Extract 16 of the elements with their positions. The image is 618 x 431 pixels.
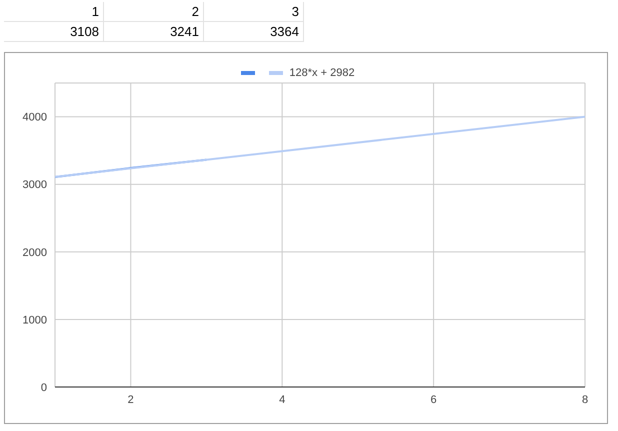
y-tick-label: 3000	[22, 179, 47, 192]
x-tick-label: 2	[128, 394, 134, 406]
x-tick-label: 4	[279, 394, 286, 406]
x-tick-label: 6	[430, 394, 437, 406]
y-tick-label: 2000	[22, 246, 47, 259]
text: 3108	[4, 22, 104, 42]
y-tick-label: 4000	[22, 112, 47, 124]
text: 2	[104, 2, 204, 22]
text: 1	[4, 2, 104, 22]
x-tick-label: 8	[582, 394, 588, 406]
y-tick-label: 1000	[22, 314, 47, 326]
text: 3364	[204, 22, 304, 42]
legend-label: 128*x + 2982	[289, 67, 355, 79]
text: 3241	[104, 22, 204, 42]
text: 3	[204, 2, 304, 22]
y-tick-label: 0	[40, 382, 47, 394]
